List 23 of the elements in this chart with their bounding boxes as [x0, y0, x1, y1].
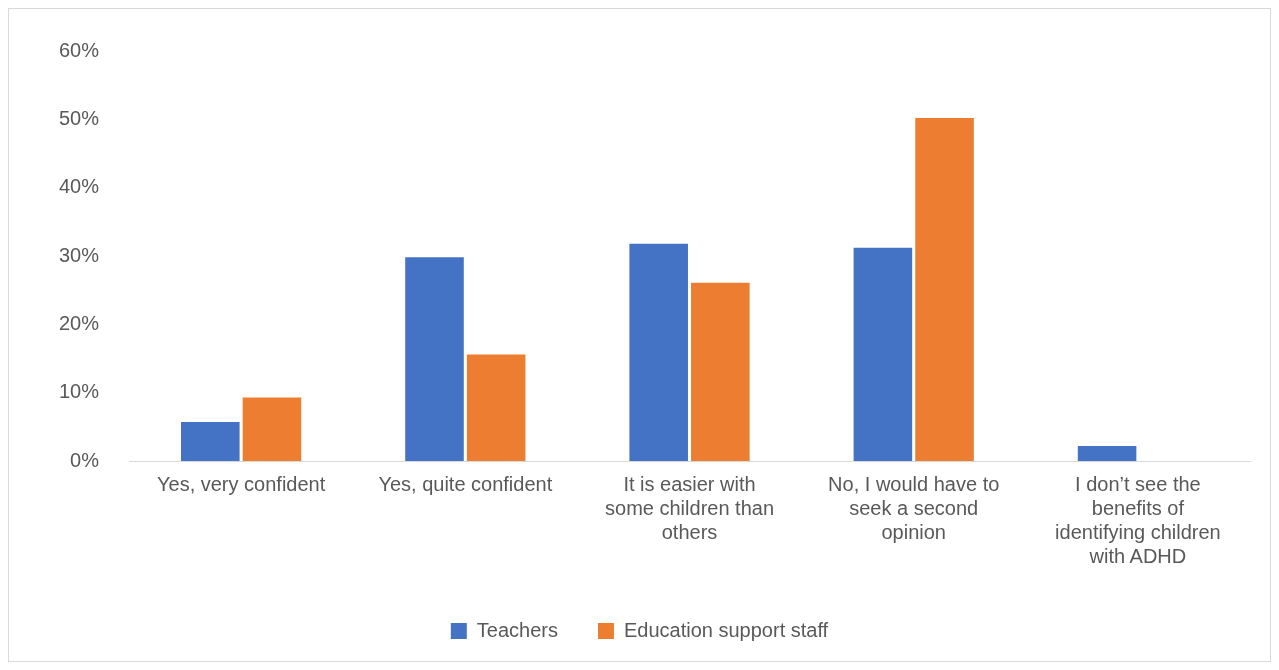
x-tick-label: No, I would have to seek a second opinion	[828, 472, 1000, 543]
legend-label: Education support staff	[623, 618, 829, 641]
x-tick-label: It is easier with some children than others	[605, 472, 775, 543]
x-tick-label: I don’t see the benefits of identifying children with ADHD	[1055, 472, 1221, 567]
legend-label: Teachers	[476, 618, 558, 641]
y-tick-label: 40%	[59, 175, 100, 198]
bar	[405, 257, 464, 461]
bar	[466, 354, 526, 461]
y-tick-label: 0%	[70, 448, 100, 471]
bar	[1077, 445, 1137, 461]
y-tick-label: 10%	[59, 380, 100, 403]
y-tick-label: 50%	[59, 106, 100, 129]
y-tick-label: 60%	[59, 38, 100, 61]
bar	[629, 243, 688, 461]
x-tick-label: Yes, quite confident	[378, 472, 553, 495]
y-tick-label: 30%	[59, 243, 100, 266]
bar	[853, 247, 913, 461]
x-tick-label: Yes, very confident	[156, 472, 326, 495]
bar	[915, 117, 974, 461]
bar	[691, 282, 750, 461]
y-tick-label: 20%	[59, 311, 100, 334]
bar	[242, 397, 302, 461]
bar	[181, 422, 240, 461]
